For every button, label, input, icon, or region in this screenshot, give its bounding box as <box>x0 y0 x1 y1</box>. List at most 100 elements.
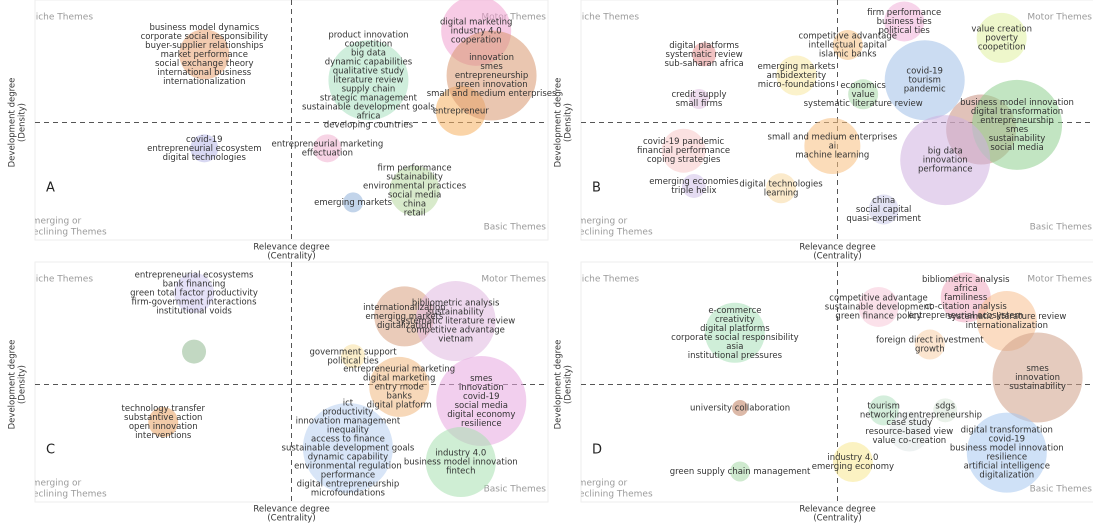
theme-label: ambidexterity <box>767 71 827 81</box>
quadrant-label: Declining Themes <box>26 228 107 238</box>
bubble <box>804 118 861 174</box>
theme-label: micro-foundations <box>758 80 836 90</box>
theme-label: emerging economies <box>649 177 739 187</box>
theme-label: e-commerce <box>708 306 761 316</box>
theme-label: green finance policy <box>835 311 921 321</box>
bubble <box>766 173 797 204</box>
bubble <box>832 442 873 483</box>
theme-label: value creation <box>971 24 1032 34</box>
theme-label: industry 4.0 <box>435 449 486 459</box>
theme-label: entrepreneurial marketing <box>271 139 383 149</box>
x-axis-label: (Centrality) <box>267 252 315 262</box>
theme-label: small and medium enterprises <box>768 133 898 143</box>
theme-label: institutional pressures <box>688 351 783 361</box>
theme-label: university collaboration <box>690 404 790 414</box>
theme-label: social exchange theory <box>155 59 254 69</box>
theme-label: small and medium enterprises <box>427 89 557 99</box>
theme-label: competitive advantage <box>829 293 928 303</box>
bubble <box>858 286 899 327</box>
bubble <box>179 29 230 80</box>
panel-letter: B <box>592 181 601 196</box>
theme-label: innovation <box>459 383 504 393</box>
theme-label: substantive action <box>124 413 202 423</box>
y-axis-label: (Density) <box>564 103 574 142</box>
theme-label: business model innovation <box>950 444 1064 454</box>
theme-label: performance <box>321 470 375 480</box>
x-axis-label: (Centrality) <box>813 252 861 262</box>
theme-label: internationalization <box>363 303 445 313</box>
panel: Niche Themes Motor Themes Emerging orDecli… <box>8 261 549 524</box>
theme-label: bibliometric analysis <box>412 299 500 309</box>
bubble <box>302 402 393 493</box>
theme-label: innovation <box>1015 373 1060 383</box>
theme-label: green innovation <box>456 80 528 90</box>
theme-label: digital economy <box>447 410 515 420</box>
theme-label: social media <box>388 191 441 201</box>
bubble <box>730 461 751 482</box>
quadrant-label: Niche Themes <box>29 275 93 285</box>
bubble <box>148 407 179 438</box>
theme-label: case study <box>886 418 932 428</box>
bubble <box>972 79 1063 170</box>
panel-letter: D <box>592 443 602 458</box>
theme-label: growth <box>915 345 945 355</box>
theme-label: sdgs <box>935 401 955 411</box>
theme-label: entrepreneurship <box>980 116 1054 126</box>
theme-label: sustainability <box>386 173 443 183</box>
theme-label: effectuation <box>302 148 353 158</box>
quadrant-labels: Niche Themes Motor Themes Emerging orDecli… <box>581 275 1093 500</box>
theme-label: big data <box>928 147 963 157</box>
theme-label: digital technologies <box>739 179 823 189</box>
x-axis-label: Relevance degree <box>799 505 875 515</box>
theme-label: microfoundations <box>311 488 386 498</box>
theme-label: green total factor productivity <box>130 288 258 298</box>
bubble <box>341 344 366 369</box>
bubble <box>369 356 430 417</box>
theme-label: big data <box>351 49 386 59</box>
bubble <box>692 42 717 67</box>
theme-label: tourism <box>908 76 941 86</box>
quadrant-labels: Niche Themes Motor Themes Emerging orDecli… <box>581 13 1092 238</box>
quadrant-label: Motor Themes <box>1027 275 1092 285</box>
bubble <box>914 329 945 360</box>
theme-label: co-citation analysis <box>925 302 1008 312</box>
theme-label: business ties <box>877 17 933 27</box>
panel-letter: A <box>46 181 55 196</box>
panel-letter: C <box>46 443 55 458</box>
theme-label: networking <box>860 410 908 420</box>
y-axis-label: Development degree <box>8 78 18 168</box>
theme-label: learning <box>764 188 799 198</box>
theme-label: digital marketing <box>440 17 512 27</box>
quadrant-label: Basic Themes <box>1030 485 1093 495</box>
theme-label: ai <box>829 142 837 152</box>
quadrant-label: Basic Themes <box>484 485 547 495</box>
theme-label: competitive advantage <box>406 326 505 336</box>
theme-label: china <box>872 196 895 206</box>
theme-label: competitive advantage <box>798 31 897 41</box>
theme-label: sustainability <box>1009 382 1066 392</box>
theme-label: corporate social responsibility <box>141 32 268 42</box>
bubble <box>190 134 219 163</box>
theme-label: political ties <box>327 356 379 366</box>
y-axis-label: Development degree <box>8 340 18 430</box>
theme-label: business model innovation <box>404 458 518 468</box>
y-axis-label: (Density) <box>18 365 28 404</box>
theme-label: firm-government interactions <box>132 297 258 307</box>
bubble <box>182 339 207 364</box>
theme-label: political ties <box>879 26 931 36</box>
quadrant-label: Motor Themes <box>1027 13 1092 23</box>
y-axis-label: (Density) <box>18 103 28 142</box>
theme-label: resource-based view <box>865 427 953 437</box>
theme-label: digital technologies <box>163 153 247 163</box>
theme-label: resilience <box>461 419 502 429</box>
theme-label: covid-19 <box>463 392 500 402</box>
theme-label: cooperation <box>451 35 502 45</box>
theme-label: sub-saharan africa <box>664 59 743 69</box>
theme-label: africa <box>954 284 978 294</box>
theme-label: industry 4.0 <box>451 26 502 36</box>
theme-label: supply chain <box>342 85 396 95</box>
bubble <box>446 30 537 121</box>
theme-label: innovation <box>923 156 968 166</box>
x-axis-label: (Centrality) <box>813 514 861 524</box>
theme-label: bank financing <box>163 279 226 289</box>
